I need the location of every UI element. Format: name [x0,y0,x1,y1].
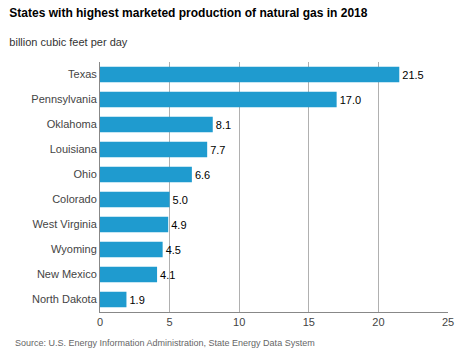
svg-text:Texas: Texas [68,68,97,80]
svg-text:0: 0 [97,316,103,328]
svg-text:5: 5 [167,316,173,328]
svg-text:17.0: 17.0 [340,94,361,106]
svg-text:Ohio: Ohio [74,168,97,180]
svg-text:Louisiana: Louisiana [50,143,98,155]
svg-text:10: 10 [233,316,245,328]
svg-text:8.1: 8.1 [216,119,231,131]
svg-text:Source: U.S. Energy Informatio: Source: U.S. Energy Information Administ… [15,338,315,348]
svg-text:billion cubic feet per day: billion cubic feet per day [9,36,128,48]
svg-text:Wyoming: Wyoming [51,243,97,255]
svg-text:4.9: 4.9 [171,219,186,231]
svg-text:15: 15 [303,316,315,328]
svg-text:Pennsylvania: Pennsylvania [31,93,97,105]
svg-text:Colorado: Colorado [52,193,97,205]
svg-text:25: 25 [442,316,454,328]
svg-text:1.9: 1.9 [129,294,144,306]
svg-text:6.6: 6.6 [195,169,210,181]
svg-text:5.0: 5.0 [173,194,188,206]
svg-text:4.1: 4.1 [160,269,175,281]
svg-text:Oklahoma: Oklahoma [47,118,98,130]
svg-text:States with highest marketed p: States with highest marketed production … [9,6,367,20]
svg-text:21.5: 21.5 [402,69,423,81]
svg-text:New Mexico: New Mexico [37,268,97,280]
svg-text:West Virginia: West Virginia [32,218,97,230]
svg-text:4.5: 4.5 [166,244,181,256]
svg-text:North Dakota: North Dakota [32,293,98,305]
svg-text:7.7: 7.7 [210,144,225,156]
svg-text:20: 20 [372,316,384,328]
